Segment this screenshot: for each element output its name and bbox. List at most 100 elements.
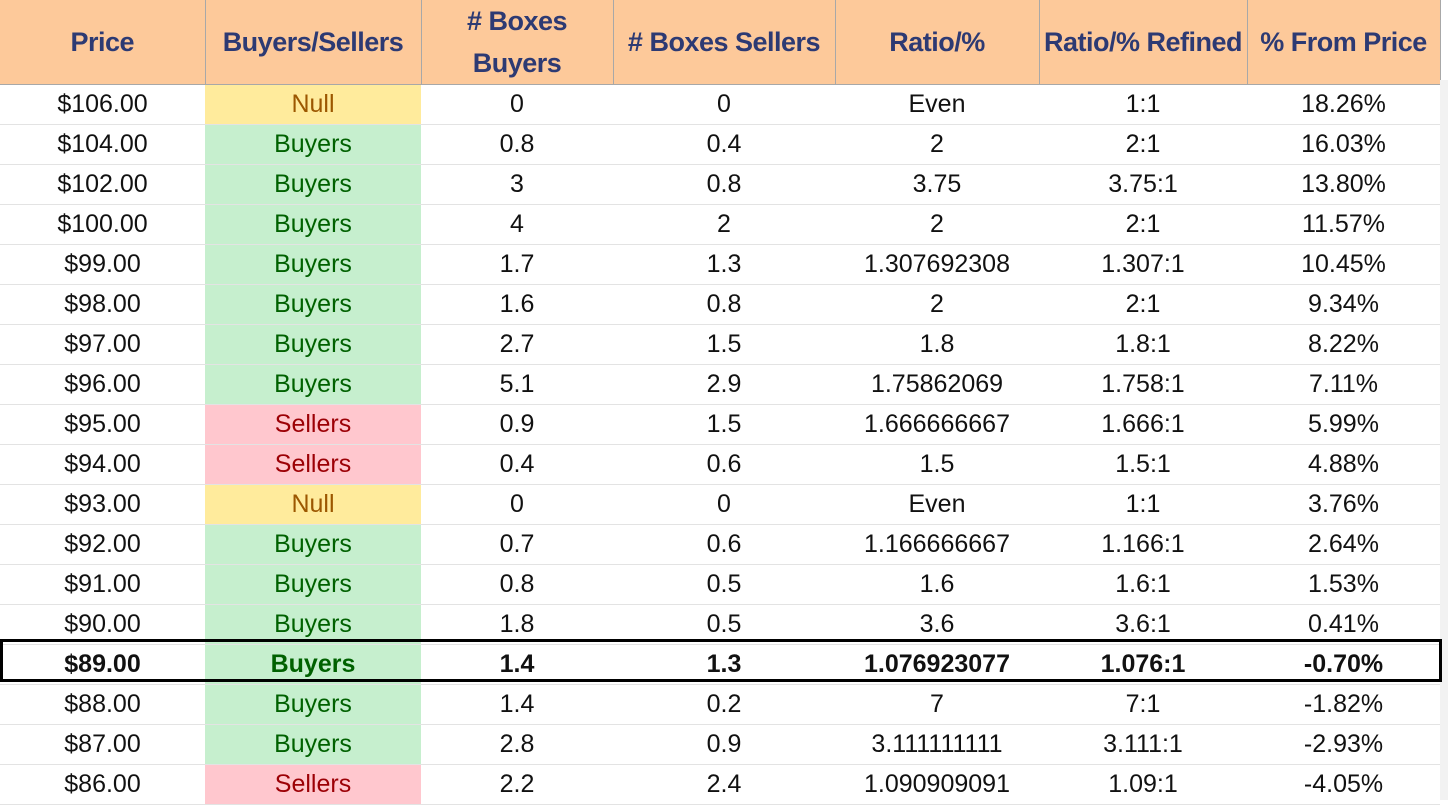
price-cell[interactable]: $104.00 <box>0 124 205 165</box>
column-header-boxes-sellers[interactable]: # Boxes Sellers <box>613 0 836 85</box>
ratio-cell[interactable]: 1.090909091 <box>835 764 1039 805</box>
from-price-cell[interactable]: 8.22% <box>1247 324 1440 365</box>
ratio-refined-cell[interactable]: 3.111:1 <box>1039 724 1247 765</box>
boxes-buyers-cell[interactable]: 2.7 <box>421 324 613 365</box>
price-cell[interactable]: $90.00 <box>0 604 205 645</box>
boxes-sellers-cell[interactable]: 0 <box>613 484 835 525</box>
boxes-buyers-cell[interactable]: 2.2 <box>421 764 613 805</box>
boxes-sellers-cell[interactable]: 1.5 <box>613 324 835 365</box>
buyers-sellers-cell[interactable]: Sellers <box>205 404 421 445</box>
from-price-cell[interactable]: 3.76% <box>1247 484 1440 525</box>
ratio-refined-cell[interactable]: 1.8:1 <box>1039 324 1247 365</box>
ratio-refined-cell[interactable]: 2:1 <box>1039 204 1247 245</box>
from-price-cell[interactable]: 2.64% <box>1247 524 1440 565</box>
from-price-cell[interactable]: 11.57% <box>1247 204 1440 245</box>
boxes-sellers-cell[interactable]: 2 <box>613 204 835 245</box>
buyers-sellers-cell[interactable]: Buyers <box>205 684 421 725</box>
buyers-sellers-cell[interactable]: Buyers <box>205 124 421 165</box>
boxes-sellers-cell[interactable]: 0.9 <box>613 724 835 765</box>
from-price-cell[interactable]: 13.80% <box>1247 164 1440 205</box>
from-price-cell[interactable]: -0.70% <box>1247 644 1440 685</box>
ratio-refined-cell[interactable]: 1.5:1 <box>1039 444 1247 485</box>
ratio-cell[interactable]: 3.75 <box>835 164 1039 205</box>
price-cell[interactable]: $87.00 <box>0 724 205 765</box>
boxes-buyers-cell[interactable]: 3 <box>421 164 613 205</box>
from-price-cell[interactable]: 7.11% <box>1247 364 1440 405</box>
buyers-sellers-cell[interactable]: Sellers <box>205 444 421 485</box>
ratio-cell[interactable]: 7 <box>835 684 1039 725</box>
boxes-buyers-cell[interactable]: 0 <box>421 84 613 125</box>
price-cell[interactable]: $99.00 <box>0 244 205 285</box>
price-cell[interactable]: $93.00 <box>0 484 205 525</box>
column-header-from-price[interactable]: % From Price <box>1247 0 1441 85</box>
boxes-buyers-cell[interactable]: 0.8 <box>421 124 613 165</box>
buyers-sellers-cell[interactable]: Buyers <box>205 204 421 245</box>
boxes-sellers-cell[interactable]: 0.6 <box>613 524 835 565</box>
column-header-ratio-refined[interactable]: Ratio/% Refined <box>1039 0 1248 85</box>
boxes-buyers-cell[interactable]: 4 <box>421 204 613 245</box>
from-price-cell[interactable]: -4.05% <box>1247 764 1440 805</box>
boxes-buyers-cell[interactable]: 0 <box>421 484 613 525</box>
ratio-refined-cell[interactable]: 1.166:1 <box>1039 524 1247 565</box>
buyers-sellers-cell[interactable]: Buyers <box>205 324 421 365</box>
ratio-cell[interactable]: 3.111111111 <box>835 724 1039 765</box>
price-cell[interactable]: $91.00 <box>0 564 205 605</box>
ratio-refined-cell[interactable]: 3.6:1 <box>1039 604 1247 645</box>
boxes-buyers-cell[interactable]: 5.1 <box>421 364 613 405</box>
buyers-sellers-cell[interactable]: Buyers <box>205 364 421 405</box>
boxes-sellers-cell[interactable]: 1.5 <box>613 404 835 445</box>
boxes-buyers-cell[interactable]: 0.8 <box>421 564 613 605</box>
ratio-cell[interactable]: 1.076923077 <box>835 644 1039 685</box>
ratio-refined-cell[interactable]: 2:1 <box>1039 284 1247 325</box>
buyers-sellers-cell[interactable]: Null <box>205 84 421 125</box>
from-price-cell[interactable]: 18.26% <box>1247 84 1440 125</box>
ratio-refined-cell[interactable]: 1.666:1 <box>1039 404 1247 445</box>
boxes-sellers-cell[interactable]: 0.5 <box>613 604 835 645</box>
boxes-buyers-cell[interactable]: 1.4 <box>421 684 613 725</box>
price-cell[interactable]: $97.00 <box>0 324 205 365</box>
price-cell[interactable]: $106.00 <box>0 84 205 125</box>
boxes-buyers-cell[interactable]: 0.4 <box>421 444 613 485</box>
boxes-sellers-cell[interactable]: 1.3 <box>613 644 835 685</box>
price-cell[interactable]: $88.00 <box>0 684 205 725</box>
ratio-cell[interactable]: Even <box>835 84 1039 125</box>
ratio-cell[interactable]: 1.8 <box>835 324 1039 365</box>
from-price-cell[interactable]: 1.53% <box>1247 564 1440 605</box>
boxes-buyers-cell[interactable]: 0.7 <box>421 524 613 565</box>
buyers-sellers-cell[interactable]: Buyers <box>205 564 421 605</box>
buyers-sellers-cell[interactable]: Buyers <box>205 644 421 685</box>
boxes-buyers-cell[interactable]: 1.6 <box>421 284 613 325</box>
boxes-sellers-cell[interactable]: 0.8 <box>613 164 835 205</box>
ratio-cell[interactable]: 2 <box>835 124 1039 165</box>
boxes-sellers-cell[interactable]: 0.8 <box>613 284 835 325</box>
ratio-cell[interactable]: 1.166666667 <box>835 524 1039 565</box>
column-header-buyers-sellers[interactable]: Buyers/Sellers <box>205 0 422 85</box>
column-header-boxes-buyers[interactable]: # Boxes Buyers <box>421 0 614 85</box>
ratio-cell[interactable]: 2 <box>835 204 1039 245</box>
boxes-sellers-cell[interactable]: 0.4 <box>613 124 835 165</box>
ratio-refined-cell[interactable]: 2:1 <box>1039 124 1247 165</box>
boxes-sellers-cell[interactable]: 0.5 <box>613 564 835 605</box>
ratio-refined-cell[interactable]: 1:1 <box>1039 484 1247 525</box>
price-cell[interactable]: $89.00 <box>0 644 205 685</box>
from-price-cell[interactable]: 16.03% <box>1247 124 1440 165</box>
ratio-cell[interactable]: 1.5 <box>835 444 1039 485</box>
price-cell[interactable]: $96.00 <box>0 364 205 405</box>
buyers-sellers-cell[interactable]: Buyers <box>205 284 421 325</box>
ratio-cell[interactable]: 3.6 <box>835 604 1039 645</box>
from-price-cell[interactable]: 9.34% <box>1247 284 1440 325</box>
from-price-cell[interactable]: 4.88% <box>1247 444 1440 485</box>
from-price-cell[interactable]: -2.93% <box>1247 724 1440 765</box>
boxes-buyers-cell[interactable]: 1.4 <box>421 644 613 685</box>
buyers-sellers-cell[interactable]: Buyers <box>205 604 421 645</box>
boxes-sellers-cell[interactable]: 0 <box>613 84 835 125</box>
price-cell[interactable]: $100.00 <box>0 204 205 245</box>
from-price-cell[interactable]: 10.45% <box>1247 244 1440 285</box>
price-cell[interactable]: $86.00 <box>0 764 205 805</box>
column-header-ratio[interactable]: Ratio/% <box>835 0 1040 85</box>
ratio-refined-cell[interactable]: 1.307:1 <box>1039 244 1247 285</box>
ratio-cell[interactable]: 1.6 <box>835 564 1039 605</box>
buyers-sellers-cell[interactable]: Null <box>205 484 421 525</box>
ratio-cell[interactable]: 1.307692308 <box>835 244 1039 285</box>
buyers-sellers-cell[interactable]: Buyers <box>205 524 421 565</box>
